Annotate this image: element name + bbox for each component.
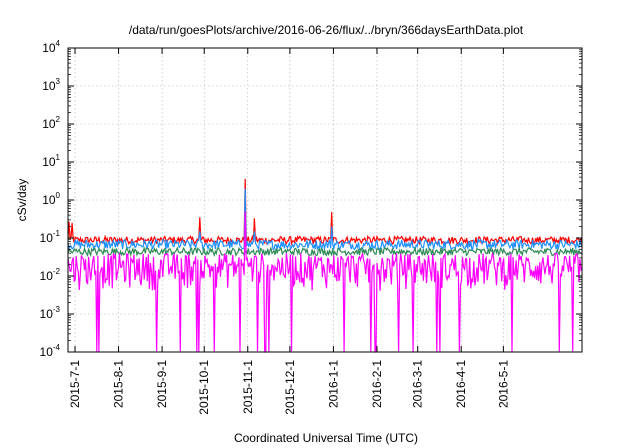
y-axis-title: cSv/day [15, 179, 29, 222]
x-tick-label: 2015-10-1 [197, 360, 211, 415]
y-tick-label: 100 [42, 191, 60, 207]
x-tick-label: 2015-11-1 [241, 360, 255, 414]
series-line [67, 188, 583, 252]
x-tick-label: 2015-7-1 [68, 360, 82, 408]
x-tick-label: 2016-1-1 [326, 360, 340, 408]
x-tick-label: 2016-2-1 [370, 360, 384, 408]
x-tick-label: 2015-12-1 [283, 360, 297, 415]
x-tick-label: 2016-5-1 [496, 360, 510, 408]
x-tick-label: 2015-9-1 [155, 360, 169, 408]
x-axis: 2015-7-1 2015-8-1 2015-9-1 2015-10-1 2015-11… [68, 48, 510, 415]
series-line [67, 178, 583, 247]
grid [68, 48, 582, 352]
y-axis: 10-4 10-3 10-2 10-1 100 101 102 103 104 [40, 39, 582, 359]
y-tick-label: 103 [42, 77, 60, 93]
y-tick-label: 102 [42, 115, 60, 131]
y-tick-label: 104 [42, 39, 60, 55]
x-tick-label: 2015-8-1 [112, 360, 126, 408]
series-line [67, 245, 583, 258]
y-tick-label: 10-3 [40, 305, 61, 321]
y-tick-label: 10-4 [40, 343, 61, 359]
series-line [67, 211, 583, 353]
y-tick-label: 10-1 [40, 229, 61, 245]
y-tick-label: 10-2 [40, 267, 61, 283]
y-tick-label: 101 [42, 153, 60, 169]
x-axis-title: Coordinated Universal Time (UTC) [234, 431, 418, 445]
chart-title: /data/run/goesPlots/archive/2016-06-26/f… [129, 23, 524, 37]
x-tick-label: 2016-3-1 [411, 360, 425, 408]
x-tick-label: 2016-4-1 [454, 360, 468, 408]
plot-area [67, 178, 583, 353]
